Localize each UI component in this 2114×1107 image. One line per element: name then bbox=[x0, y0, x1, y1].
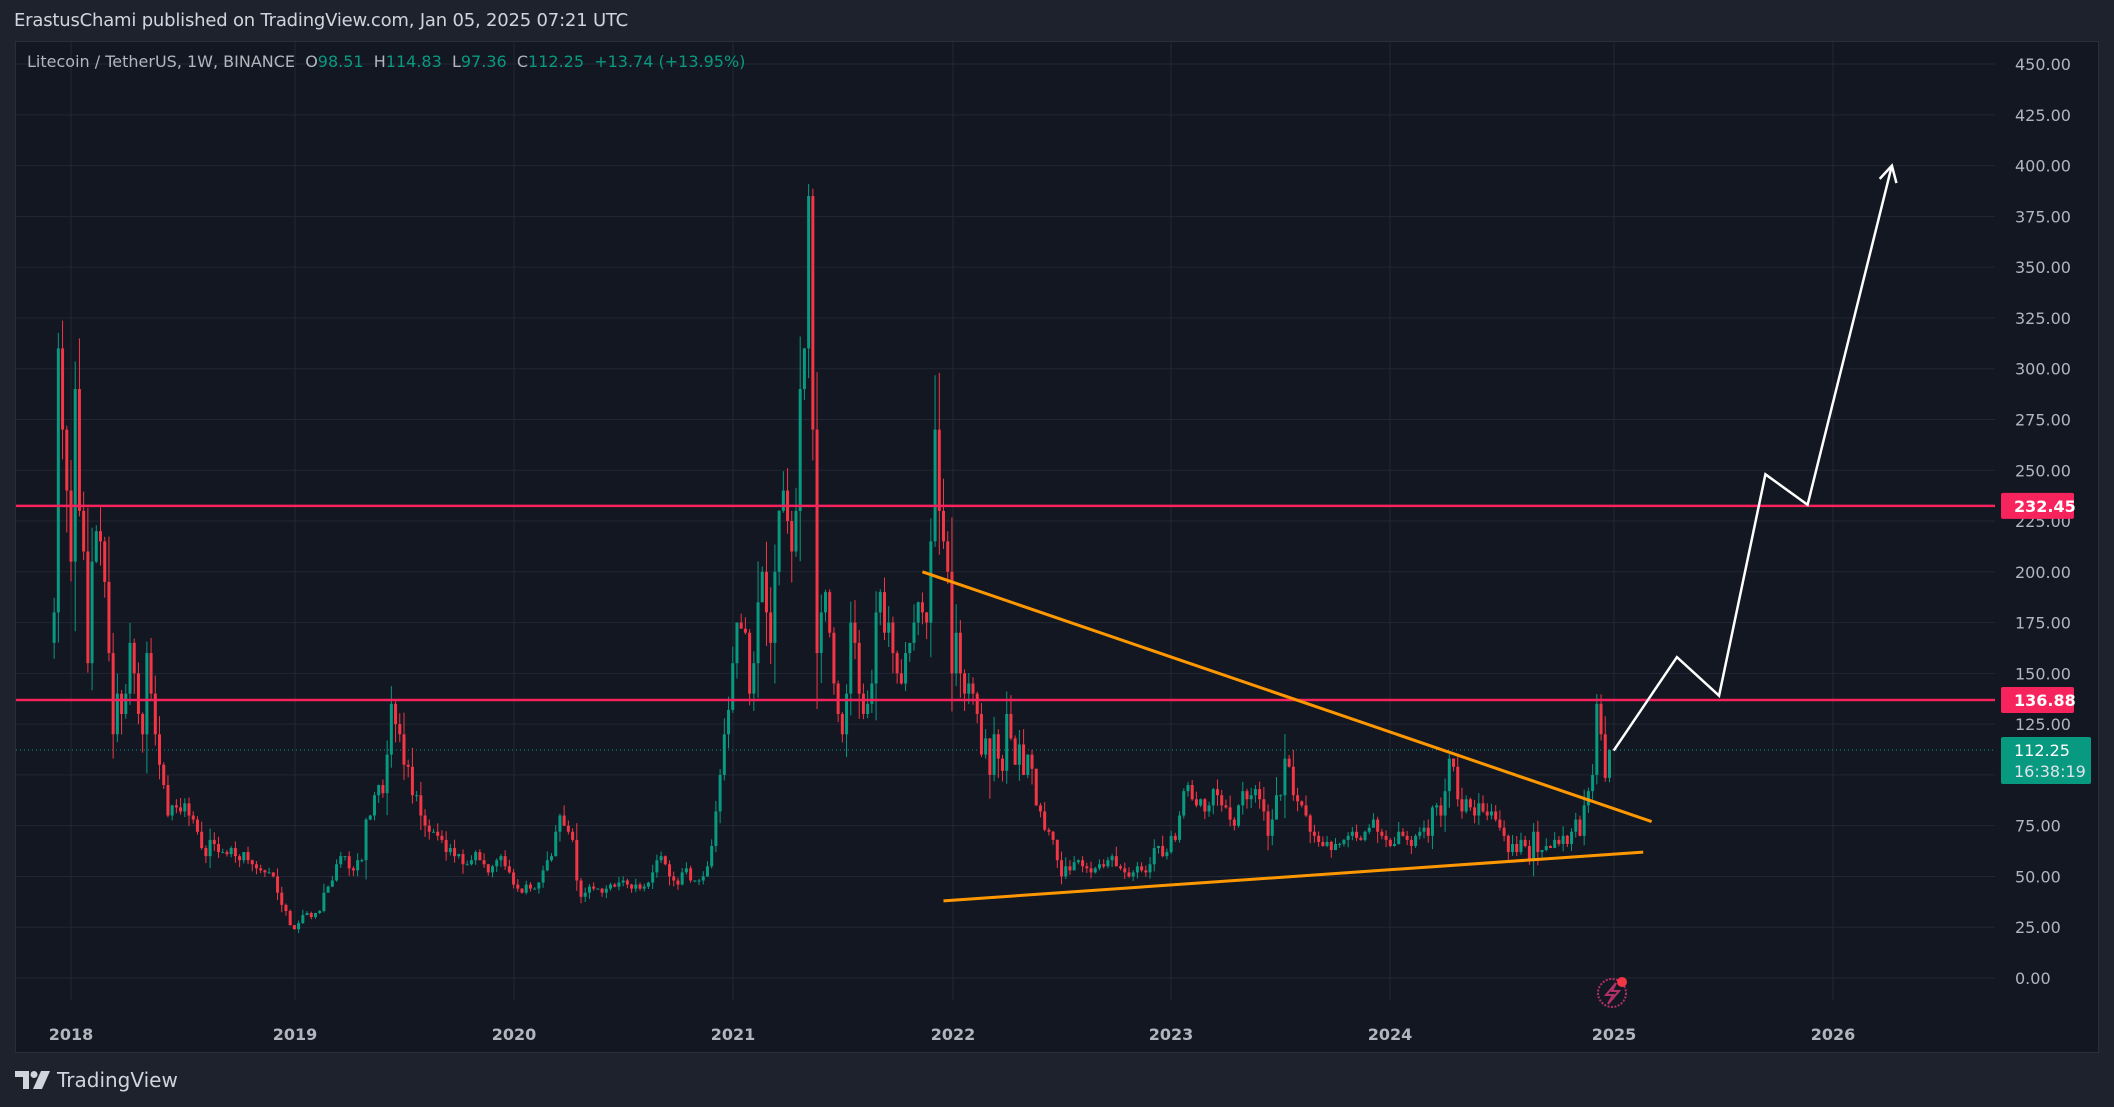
high-label: H bbox=[373, 52, 386, 71]
price-tick: 150.00 bbox=[2015, 664, 2071, 683]
price-tick: 0.00 bbox=[2015, 969, 2051, 988]
time-tick: 2021 bbox=[711, 1025, 756, 1044]
time-tick: 2020 bbox=[492, 1025, 537, 1044]
lightning-icon[interactable] bbox=[1597, 977, 1627, 1008]
open-label: O bbox=[305, 52, 318, 71]
change-value: +13.74 (+13.95%) bbox=[594, 52, 746, 71]
price-tick: 300.00 bbox=[2015, 360, 2071, 379]
price-tick: 450.00 bbox=[2015, 55, 2071, 74]
price-tick: 350.00 bbox=[2015, 258, 2071, 277]
svg-text:16:38:19: 16:38:19 bbox=[2014, 762, 2086, 781]
price-tick: 175.00 bbox=[2015, 614, 2071, 633]
time-axis[interactable]: 2018 2019 2020 2021 2022 2023 2024 2025 2026 bbox=[49, 1025, 1856, 1044]
svg-text:112.25: 112.25 bbox=[2014, 741, 2070, 760]
last-price-label bbox=[2001, 737, 2091, 785]
price-tick: 375.00 bbox=[2015, 207, 2071, 226]
low-value: 97.36 bbox=[460, 52, 507, 71]
publisher-header: ErastusChami published on TradingView.co… bbox=[14, 10, 629, 31]
notification-dot bbox=[1617, 977, 1627, 987]
price-tick: 50.00 bbox=[2015, 867, 2061, 886]
price-tick: 425.00 bbox=[2015, 106, 2071, 125]
price-tick: 250.00 bbox=[2015, 461, 2071, 480]
price-axis[interactable]: 450.00 425.00 400.00 375.00 350.00 325.00 300.… bbox=[2001, 55, 2091, 988]
tradingview-mark-icon bbox=[15, 1071, 50, 1089]
price-tick: 125.00 bbox=[2015, 715, 2071, 734]
tradingview-logo[interactable]: TradingView bbox=[15, 1068, 178, 1092]
symbol-title[interactable]: Litecoin / TetherUS, 1W, BINANCE bbox=[27, 52, 296, 71]
price-tick: 275.00 bbox=[2015, 410, 2071, 429]
price-tick: 75.00 bbox=[2015, 817, 2061, 836]
svg-text:232.45: 232.45 bbox=[2014, 497, 2076, 516]
price-tick: 325.00 bbox=[2015, 309, 2071, 328]
drawings[interactable] bbox=[16, 163, 1995, 903]
close-value: 112.25 bbox=[528, 52, 585, 71]
chart-pane[interactable] bbox=[15, 41, 2099, 1053]
grid-lines bbox=[16, 42, 1997, 1052]
svg-text:136.88: 136.88 bbox=[2014, 691, 2076, 710]
time-tick: 2022 bbox=[931, 1025, 976, 1044]
close-label: C bbox=[516, 52, 529, 71]
time-tick: 2019 bbox=[273, 1025, 318, 1044]
projection-arrow bbox=[1612, 165, 1894, 752]
price-tick: 200.00 bbox=[2015, 563, 2071, 582]
price-tick: 400.00 bbox=[2015, 157, 2071, 176]
time-tick: 2024 bbox=[1368, 1025, 1413, 1044]
symbol-legend: Litecoin / TetherUS, 1W, BINANCE O98.51 … bbox=[27, 52, 745, 71]
low-label: L bbox=[451, 52, 461, 71]
trendline-descending-resistance bbox=[921, 570, 1653, 824]
open-value: 98.51 bbox=[317, 52, 364, 71]
arrow-head-icon bbox=[1878, 163, 1898, 184]
high-value: 114.83 bbox=[385, 52, 442, 71]
level-price-label bbox=[2001, 492, 2074, 519]
time-tick: 2026 bbox=[1811, 1025, 1856, 1044]
trendline-ascending-support bbox=[943, 850, 1644, 903]
price-tick: 25.00 bbox=[2015, 918, 2061, 937]
time-tick: 2018 bbox=[49, 1025, 94, 1044]
time-tick: 2023 bbox=[1149, 1025, 1194, 1044]
time-tick: 2025 bbox=[1592, 1025, 1637, 1044]
candles bbox=[52, 184, 1611, 934]
tradingview-brand: TradingView bbox=[57, 1068, 178, 1092]
level-price-label bbox=[2001, 686, 2074, 713]
